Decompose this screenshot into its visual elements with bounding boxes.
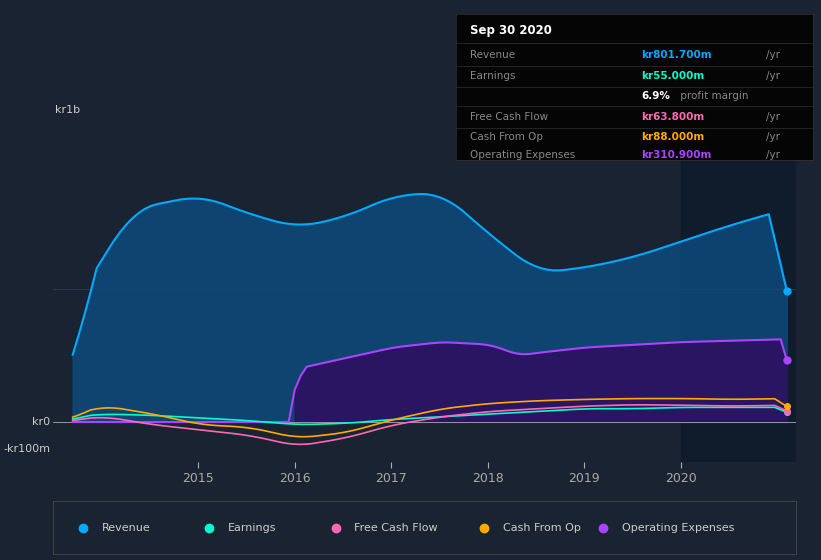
Text: /yr: /yr bbox=[766, 71, 781, 81]
Text: kr88.000m: kr88.000m bbox=[641, 132, 704, 142]
Text: kr310.900m: kr310.900m bbox=[641, 150, 712, 160]
Text: Cash From Op: Cash From Op bbox=[470, 132, 543, 142]
Text: Free Cash Flow: Free Cash Flow bbox=[470, 111, 548, 122]
Text: Operating Expenses: Operating Expenses bbox=[470, 150, 576, 160]
Text: Cash From Op: Cash From Op bbox=[503, 523, 580, 533]
Text: kr1b: kr1b bbox=[55, 105, 80, 115]
Text: /yr: /yr bbox=[766, 150, 781, 160]
Text: profit margin: profit margin bbox=[677, 91, 749, 101]
Text: /yr: /yr bbox=[766, 132, 781, 142]
Text: kr0: kr0 bbox=[32, 417, 50, 427]
Text: Revenue: Revenue bbox=[102, 523, 150, 533]
Text: kr801.700m: kr801.700m bbox=[641, 50, 712, 60]
Text: Free Cash Flow: Free Cash Flow bbox=[355, 523, 438, 533]
Text: Operating Expenses: Operating Expenses bbox=[621, 523, 734, 533]
Text: kr63.800m: kr63.800m bbox=[641, 111, 704, 122]
Text: Earnings: Earnings bbox=[228, 523, 277, 533]
Text: /yr: /yr bbox=[766, 111, 781, 122]
Text: 6.9%: 6.9% bbox=[641, 91, 670, 101]
Text: Sep 30 2020: Sep 30 2020 bbox=[470, 24, 552, 37]
Text: /yr: /yr bbox=[766, 50, 781, 60]
Text: -kr100m: -kr100m bbox=[3, 444, 50, 454]
Text: Revenue: Revenue bbox=[470, 50, 515, 60]
Bar bbox=[681, 129, 821, 462]
Text: Earnings: Earnings bbox=[470, 71, 516, 81]
Text: kr55.000m: kr55.000m bbox=[641, 71, 704, 81]
